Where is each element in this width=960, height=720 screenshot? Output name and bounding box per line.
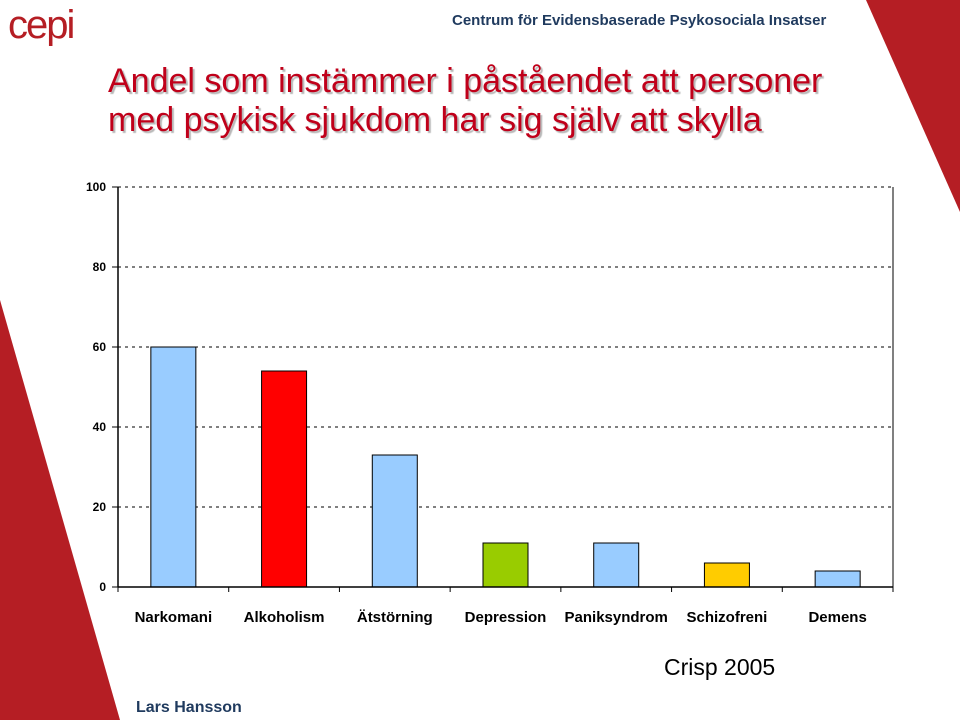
x-category-label: Schizofreni	[686, 609, 767, 626]
left-red-swoosh	[0, 300, 120, 720]
bar-0	[150, 346, 197, 588]
cepi-logo: cepi	[8, 3, 98, 51]
y-tick-label: 20	[93, 500, 107, 514]
author-name: Lars Hansson	[136, 699, 242, 716]
y-tick-label: 80	[93, 260, 107, 274]
organization-name: Centrum för Evidensbaserade Psykosociala…	[452, 12, 827, 29]
title-line-2: med psykisk sjukdom har sig själv att sk…	[108, 101, 762, 139]
y-tick-label: 100	[86, 180, 106, 194]
source-citation: Crisp 2005	[664, 654, 776, 680]
bar-1	[261, 370, 308, 588]
x-category-label: Demens	[808, 609, 866, 626]
slide-title: Andel som instämmer i påståendet att per…	[108, 62, 908, 140]
title-line-1: Andel som instämmer i påståendet att per…	[108, 62, 823, 100]
x-category-label: Ätstörning	[357, 609, 433, 626]
x-category-label: Alkoholism	[244, 609, 325, 626]
y-tick-label: 40	[93, 420, 107, 434]
bar-6	[814, 570, 861, 588]
logo-text: cepi	[8, 6, 73, 46]
x-category-label: Depression	[465, 609, 547, 626]
right-red-swoosh	[866, 0, 960, 212]
x-category-label: Paniksyndrom	[565, 609, 668, 626]
bar-3	[482, 542, 529, 588]
y-tick-label: 60	[93, 340, 107, 354]
bar-5	[703, 562, 750, 588]
bar-2	[371, 454, 418, 588]
x-category-label: Narkomani	[135, 609, 213, 626]
y-tick-label: 0	[99, 580, 106, 594]
bar-4	[593, 542, 640, 588]
